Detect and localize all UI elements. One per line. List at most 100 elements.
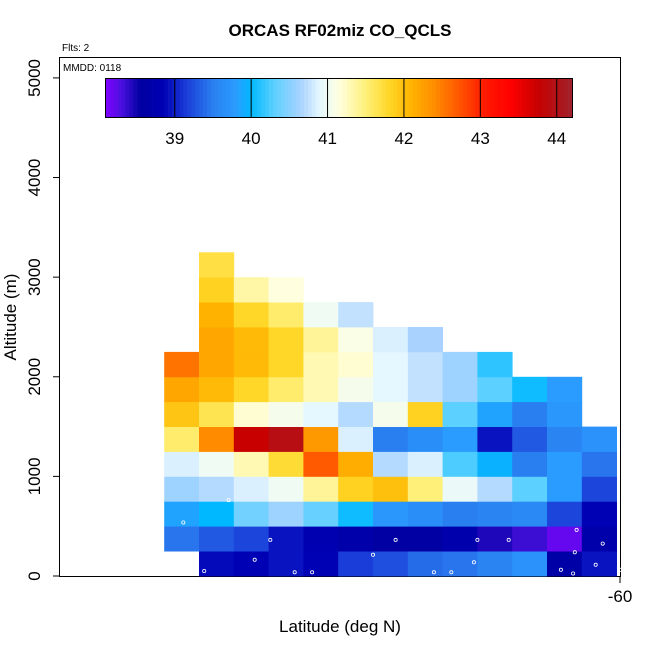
colorbar-segment (164, 79, 169, 118)
heatmap-cell (477, 376, 513, 403)
heatmap-cell (338, 351, 374, 378)
y-axis-label: Altitude (m) (1, 274, 20, 361)
heatmap-cell (338, 526, 374, 552)
flight-marker (628, 537, 633, 542)
flight-marker (186, 570, 191, 575)
colorbar-segment (288, 79, 293, 118)
heatmap-cell (164, 451, 200, 477)
colorbar-segment (393, 79, 398, 118)
heatmap-cell (303, 451, 339, 477)
flight-marker (475, 537, 480, 542)
heatmap-cell (268, 551, 304, 577)
heatmap-cell (233, 476, 269, 502)
flight-marker (593, 562, 598, 567)
heatmap-cell (303, 551, 339, 577)
colorbar-segment (210, 79, 216, 118)
colorbar-segment (412, 79, 417, 118)
colorbar-segment (416, 79, 421, 118)
colorbar-segment (405, 79, 410, 118)
heatmap-cell (407, 476, 443, 502)
colorbar-segment (183, 79, 188, 118)
heatmap-cell (338, 327, 374, 353)
heatmap-cell (233, 302, 269, 328)
colorbar-segment (373, 79, 379, 118)
colorbar-segment (560, 79, 565, 118)
colorbar-segment (195, 79, 200, 118)
y-axis: 0 1000 2000 3000 4000 5000 (25, 59, 60, 581)
colorbar-segment (502, 79, 507, 118)
heatmap-cell (442, 426, 478, 452)
heatmap-cell (407, 426, 443, 452)
colorbar-segment (257, 79, 262, 118)
colorbar-segment (548, 79, 553, 118)
heatmap-cell (547, 426, 583, 452)
colorbar-segment (463, 79, 468, 118)
colorbar-segment (533, 79, 538, 118)
heatmap-cell (373, 351, 409, 378)
colorbar-segment (172, 79, 177, 118)
colorbar-segment (175, 79, 181, 118)
colorbar-segment (389, 79, 394, 118)
colorbar-segment (447, 79, 452, 118)
colorbar-segment (529, 79, 534, 118)
flight-marker (471, 560, 476, 565)
y-tick-label: 5000 (25, 59, 44, 97)
heatmap-cell (547, 476, 583, 502)
heatmap-cell (303, 501, 339, 527)
colorbar-segment (459, 79, 464, 118)
mmdd-annotation: MMDD: 0118 (63, 63, 122, 74)
heatmap-cell (199, 277, 235, 303)
heatmap-cell (477, 451, 513, 477)
colorbar: 39 40 41 42 43 44 (105, 78, 573, 148)
colorbar-segment (265, 79, 270, 118)
colorbar-tick-label: 40 (242, 129, 261, 148)
heatmap-cell (338, 401, 374, 427)
colorbar-segment (564, 79, 569, 118)
heatmap-cell (477, 551, 513, 577)
heatmap-cell (512, 551, 548, 577)
heatmap-cell (233, 351, 269, 378)
heatmap-cell (199, 351, 235, 378)
flight-marker (181, 520, 186, 525)
colorbar-segment (249, 79, 254, 118)
chart-title: ORCAS RF02miz CO_QCLS (229, 21, 452, 40)
colorbar-segment (420, 79, 425, 118)
heatmap-cell (199, 526, 235, 552)
flight-marker (639, 570, 644, 575)
colorbar-segment (354, 79, 359, 118)
heatmap-cell (338, 302, 374, 328)
colorbar-segment (509, 79, 515, 118)
flight-marker (183, 562, 188, 567)
heatmap-cell (164, 401, 200, 427)
flight-marker (393, 537, 398, 542)
y-tick-label: 3000 (25, 258, 44, 296)
colorbar-segment (385, 79, 390, 118)
heatmap-cell (233, 327, 269, 353)
colorbar-segment (513, 79, 518, 118)
heatmap-cell (199, 302, 235, 328)
colorbar-segment (408, 79, 414, 118)
heatmap-cell (199, 376, 235, 403)
colorbar-segment (230, 79, 235, 118)
heatmap-cell (338, 376, 374, 403)
heatmap-cell (547, 401, 583, 427)
heatmap-cell (477, 401, 513, 427)
colorbar-segment (129, 79, 134, 118)
heatmap-cell (442, 476, 478, 502)
colorbar-segment (474, 79, 480, 118)
heatmap-cell (407, 501, 443, 527)
heatmap-cell (199, 501, 235, 527)
heatmap-cell (512, 501, 548, 527)
colorbar-segment (517, 79, 522, 118)
flight-marker (574, 527, 579, 532)
colorbar-segment (304, 79, 309, 118)
heatmap-cell (373, 526, 409, 552)
heatmap-cell (407, 376, 443, 403)
flight-marker (600, 541, 605, 546)
colorbar-tick-label: 39 (165, 129, 184, 148)
flight-marker (449, 570, 454, 575)
heatmap-cell (477, 526, 513, 552)
heatmap-cell (233, 526, 269, 552)
heatmap-cell (164, 426, 200, 452)
heatmap-cell (199, 327, 235, 353)
